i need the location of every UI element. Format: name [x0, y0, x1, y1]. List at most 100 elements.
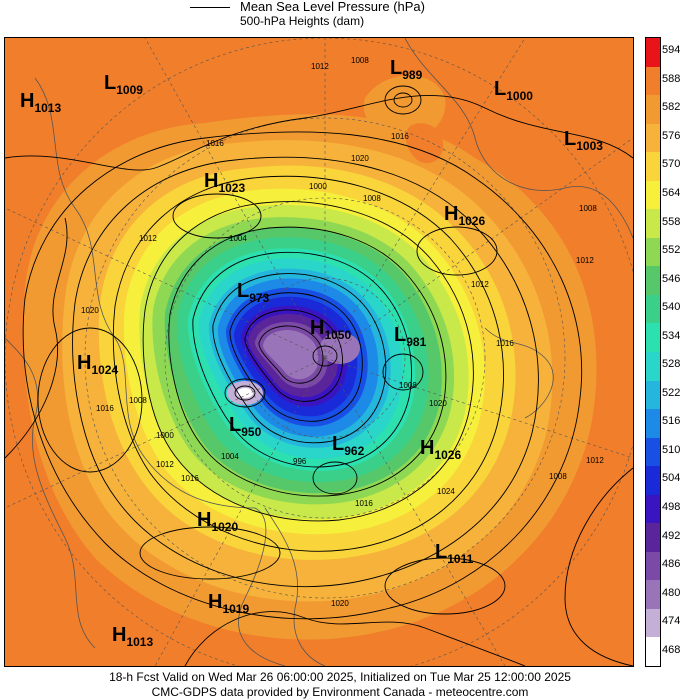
- isobar-value-label: 1008: [399, 381, 417, 390]
- isobar-value-label: 1012: [576, 256, 594, 265]
- colorbar-tick-label: 552: [662, 244, 680, 257]
- colorbar-cell: [646, 437, 660, 467]
- pressure-center-letter: L: [332, 433, 344, 455]
- high-pressure-center: H1023: [204, 170, 245, 195]
- isobar-value-label: 1016: [181, 474, 199, 483]
- colorbar-cell: [646, 551, 660, 581]
- pressure-center-letter: H: [310, 317, 324, 339]
- colorbar-cell: [646, 523, 660, 552]
- pressure-center-value: 981: [406, 335, 426, 349]
- colorbar-tick-label: 468: [662, 643, 680, 656]
- pressure-center-letter: L: [104, 72, 116, 94]
- low-pressure-center: L1011: [435, 541, 474, 566]
- pressure-center-letter: L: [390, 57, 402, 79]
- legend-header: Mean Sea Level Pressure (hPa) 500-hPa He…: [0, 0, 680, 36]
- pressure-center-value: 1013: [126, 635, 153, 649]
- colorbar-cell: [646, 38, 660, 67]
- isobar-value-label: 1016: [96, 404, 114, 413]
- pressure-center-letter: L: [435, 541, 447, 563]
- isobar-legend-line: [190, 7, 230, 8]
- colorbar-tick-label: 576: [662, 129, 680, 142]
- pressure-center-letter: H: [208, 591, 222, 613]
- pressure-center-value: 1013: [34, 101, 61, 115]
- pressure-center-value: 1050: [324, 328, 351, 342]
- pressure-center-value: 950: [241, 425, 261, 439]
- colorbar-cell: [646, 494, 660, 524]
- pressure-center-letter: H: [204, 170, 218, 192]
- isobar-value-label: 1012: [156, 460, 174, 469]
- high-pressure-center: H1026: [444, 203, 485, 228]
- legend-500hpa-label: 500-hPa Heights (dam): [240, 14, 365, 28]
- pressure-center-value: 1023: [218, 181, 245, 195]
- colorbar-tick-label: 486: [662, 558, 680, 571]
- pressure-center-value: 1003: [576, 139, 603, 153]
- isobar-value-label: 1020: [331, 599, 349, 608]
- isobar-value-label: 1004: [229, 234, 247, 243]
- high-pressure-center: H1013: [112, 624, 153, 649]
- low-pressure-center: L1009: [104, 72, 143, 97]
- colorbar-tick-label: 480: [662, 586, 680, 599]
- colorbar-cell: [646, 152, 660, 181]
- isobar-value-label: 1016: [206, 139, 224, 148]
- isobar-value-label: 1008: [351, 56, 369, 65]
- colorbar-cell: [646, 66, 660, 96]
- pressure-center-letter: L: [237, 280, 249, 302]
- low-pressure-center: L1000: [494, 78, 533, 103]
- pressure-center-letter: L: [394, 324, 406, 346]
- colorbar-cell: [646, 380, 660, 410]
- isobar-value-label: 996: [293, 457, 307, 466]
- pressure-center-letter: H: [444, 203, 458, 225]
- forecast-valid-text: 18-h Fcst Valid on Wed Mar 26 06:00:00 2…: [109, 670, 571, 684]
- colorbar-cell: [646, 466, 660, 495]
- colorbar-cell: [646, 580, 660, 609]
- colorbar-tick-label: 534: [662, 329, 680, 342]
- pressure-center-value: 1019: [222, 602, 249, 616]
- low-pressure-center: L989: [390, 57, 423, 82]
- high-pressure-center: H1020: [197, 509, 238, 534]
- low-pressure-center: L962: [332, 433, 365, 458]
- high-pressure-center: H1019: [208, 591, 249, 616]
- isobar-value-label: 1012: [586, 456, 604, 465]
- colorbar-tick-label: 546: [662, 272, 680, 285]
- isobar-value-label: 1012: [311, 62, 329, 71]
- data-credit-text: CMC-GDPS data provided by Environment Ca…: [151, 685, 529, 699]
- colorbar-tick-label: 516: [662, 415, 680, 428]
- pressure-center-value: 1009: [116, 83, 143, 97]
- height-colorbar: [645, 37, 661, 667]
- low-pressure-center: L950: [229, 414, 262, 439]
- isobar-value-label: 1020: [351, 154, 369, 163]
- pressure-center-letter: H: [420, 437, 434, 459]
- colorbar-tick-label: 510: [662, 443, 680, 456]
- colorbar-cell: [646, 209, 660, 238]
- high-pressure-center: H1013: [20, 90, 61, 115]
- isobar-value-label: 1008: [129, 396, 147, 405]
- isobar-value-label: 1016: [391, 132, 409, 141]
- isobar-value-label: 1000: [309, 182, 327, 191]
- pressure-center-value: 962: [344, 444, 364, 458]
- pressure-center-letter: L: [229, 414, 241, 436]
- legend-mslp-label: Mean Sea Level Pressure (hPa): [240, 0, 425, 14]
- isobar-value-label: 1016: [355, 499, 373, 508]
- colorbar-tick-label: 528: [662, 358, 680, 371]
- pressure-center-layer: H1013L1009L989L1000L1003H1023H1026L973H1…: [20, 57, 603, 649]
- pressure-center-letter: H: [77, 352, 91, 374]
- isobar-value-label: 1020: [81, 306, 99, 315]
- colorbar-tick-label: 498: [662, 501, 680, 513]
- colorbar-cell: [646, 608, 660, 638]
- colorbar-tick-label: 492: [662, 529, 680, 542]
- colorbar-tick-label: 594: [662, 44, 680, 57]
- pressure-center-value: 1026: [458, 214, 485, 228]
- pressure-center-value: 1020: [211, 520, 238, 534]
- colorbar-cell: [646, 294, 660, 324]
- colorbar-cell: [646, 637, 660, 666]
- colorbar-cell: [646, 237, 660, 267]
- colorbar-tick-label: 540: [662, 301, 680, 314]
- colorbar-cell: [646, 95, 660, 124]
- map-canvas: 1012 1008 1016 1020 1016 1008 1000 1012 1004 1008…: [5, 38, 633, 666]
- pressure-center-value: 1024: [91, 363, 118, 377]
- pressure-center-letter: L: [494, 78, 506, 100]
- colorbar-tick-label: 522: [662, 386, 680, 399]
- lat-lon-grid: [5, 38, 633, 666]
- isobars: [5, 85, 633, 666]
- isobar-value-label: 1024: [437, 487, 455, 496]
